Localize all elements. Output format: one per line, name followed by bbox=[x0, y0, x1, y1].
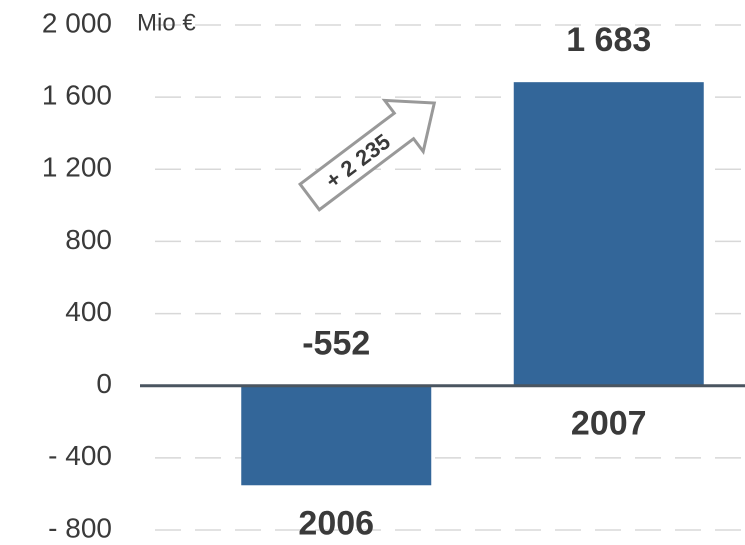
value-label: -552 bbox=[302, 325, 370, 363]
bar bbox=[513, 82, 704, 386]
x-tick-label: 2007 bbox=[571, 405, 647, 443]
y-tick-label: 2 000 bbox=[42, 7, 112, 38]
y-tick-label: - 400 bbox=[48, 440, 112, 471]
y-tick-label: 0 bbox=[96, 368, 112, 399]
arrow-shape bbox=[297, 98, 437, 212]
y-tick-label: 1 200 bbox=[42, 152, 112, 183]
y-tick-label: 400 bbox=[65, 296, 112, 327]
x-tick-label: 2006 bbox=[298, 504, 374, 542]
y-axis-label: Mio € bbox=[137, 9, 196, 36]
value-label: 1 683 bbox=[566, 21, 651, 59]
change-arrow: + 2 235 bbox=[297, 98, 437, 212]
y-tick-label: 800 bbox=[65, 224, 112, 255]
y-tick-label: - 800 bbox=[48, 512, 112, 543]
y-tick-label: 1 600 bbox=[42, 80, 112, 111]
bar bbox=[241, 385, 432, 486]
